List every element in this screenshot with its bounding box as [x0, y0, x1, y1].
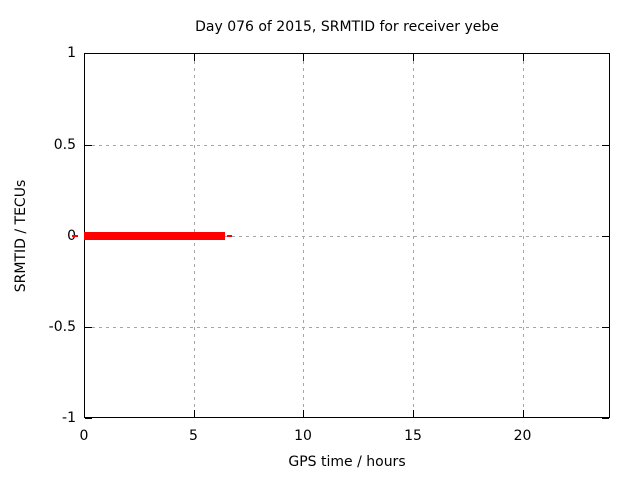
y-tick-mark: [602, 418, 609, 419]
y-tick-label: -0.5: [48, 319, 76, 335]
y-tick-mark: [85, 418, 92, 419]
y-tick-mark: [602, 144, 609, 146]
y-tick-mark: [85, 53, 92, 54]
series-end-dash: [226, 234, 232, 237]
y-tick-label: -1: [62, 410, 76, 426]
y-tick-mark: [602, 327, 609, 328]
x-tick-mark: [193, 410, 195, 417]
chart-title: Day 076 of 2015, SRMTID for receiver yeb…: [195, 19, 499, 35]
y-tick-mark: [85, 144, 92, 146]
series-end-dash: [72, 234, 78, 237]
x-tick-mark: [193, 54, 195, 61]
x-tick-mark: [84, 54, 85, 61]
x-tick-mark: [522, 54, 524, 61]
y-tick-label: 0.5: [53, 136, 76, 153]
x-axis-title: GPS time / hours: [288, 454, 406, 470]
y-tick-mark: [85, 327, 92, 328]
x-tick-mark: [84, 410, 85, 417]
x-tick-label: 15: [404, 428, 422, 444]
x-tick-label: 5: [189, 428, 198, 444]
y-tick-label: 1: [67, 45, 76, 61]
x-tick-mark: [522, 410, 524, 417]
x-tick-mark: [303, 54, 304, 61]
h-gridline: [85, 327, 609, 328]
h-gridline: [85, 235, 609, 237]
x-tick-mark: [413, 54, 414, 61]
x-tick-mark: [413, 410, 414, 417]
series-line-srmtid: [84, 231, 225, 240]
y-tick-mark: [602, 53, 609, 54]
y-tick-label: 0: [16, 227, 76, 245]
x-tick-label: 0: [79, 428, 89, 444]
h-gridline: [85, 144, 609, 146]
x-tick-label: 20: [513, 428, 532, 444]
y-tick-mark: [602, 235, 609, 237]
x-tick-label: 10: [294, 428, 312, 444]
x-tick-mark: [303, 410, 304, 417]
